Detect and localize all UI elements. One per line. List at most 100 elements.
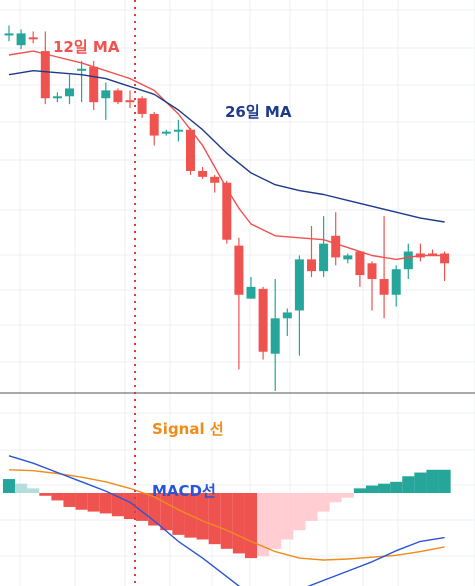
candle — [234, 237, 244, 370]
candle — [186, 127, 195, 175]
candle — [391, 265, 401, 307]
histogram-bar — [232, 493, 245, 554]
histogram-bar — [341, 493, 354, 498]
histogram-bar — [365, 485, 379, 493]
candle — [355, 251, 365, 287]
candle-body — [198, 170, 208, 177]
candle — [65, 74, 74, 105]
histogram-bar — [293, 493, 306, 531]
candle — [379, 216, 389, 319]
candle — [282, 308, 292, 337]
histogram-bar — [27, 488, 40, 493]
candle — [77, 60, 87, 103]
candle-body — [89, 66, 99, 103]
ma12-label: 12일 MA — [53, 38, 120, 56]
histogram-bar — [123, 493, 137, 520]
candle-body — [4, 33, 14, 36]
candle-body — [16, 33, 26, 46]
candle-body — [173, 129, 183, 132]
histogram-bar — [353, 488, 366, 493]
histogram-bar — [51, 493, 64, 501]
candle-body — [343, 255, 353, 260]
ma12-line — [8, 50, 445, 261]
histogram-bar — [281, 493, 294, 540]
candle — [113, 88, 123, 105]
histogram-bar — [208, 493, 221, 545]
histogram-bar — [196, 493, 209, 540]
candle-body — [137, 98, 147, 114]
histogram-bar — [426, 469, 439, 493]
histogram-bar — [402, 476, 415, 493]
candle-body — [282, 312, 292, 319]
signal-label: Signal 선 — [152, 420, 224, 438]
candle — [137, 96, 147, 118]
candle — [210, 174, 220, 193]
histogram-bar — [317, 493, 330, 512]
histogram-bar — [329, 493, 342, 503]
histogram-bar — [63, 493, 76, 507]
candle — [294, 255, 304, 356]
candle — [125, 90, 135, 109]
macd-line — [8, 455, 445, 586]
candle-body — [319, 243, 329, 272]
candle-body — [210, 176, 220, 183]
candle — [52, 92, 62, 103]
histogram-bar — [75, 493, 88, 510]
candle-body — [391, 269, 401, 295]
candle-body — [40, 51, 50, 99]
candle-body — [113, 90, 123, 103]
candle-body — [403, 251, 413, 270]
candle-body — [331, 235, 341, 258]
candle — [40, 31, 50, 105]
histogram-bar — [257, 493, 270, 557]
histogram-bar — [378, 483, 391, 493]
indicator-lines — [8, 50, 445, 586]
macd-histogram — [2, 469, 451, 559]
histogram-bar — [99, 493, 112, 514]
candle — [246, 277, 256, 299]
histogram-bar — [172, 493, 185, 535]
candle-body — [367, 263, 377, 280]
histogram-bar — [136, 493, 149, 521]
candle — [173, 119, 183, 142]
ma26-label: 26일 MA — [225, 103, 292, 121]
histogram-bar — [305, 493, 318, 521]
candle-body — [355, 251, 365, 276]
candlesticks — [4, 25, 450, 392]
candle-body — [379, 279, 389, 295]
candle — [89, 60, 99, 111]
candle-body — [428, 253, 437, 256]
histogram-bar — [39, 493, 52, 496]
candle — [161, 129, 171, 136]
candle-body — [258, 288, 268, 352]
candle — [331, 212, 341, 266]
candle — [101, 82, 111, 120]
candle-body — [186, 129, 195, 171]
candle — [307, 225, 316, 278]
candle — [428, 249, 437, 256]
candle-body — [65, 88, 74, 97]
candle-body — [77, 68, 87, 71]
histogram-bar — [269, 493, 282, 549]
histogram-bar — [15, 483, 28, 493]
candle-body — [270, 318, 280, 354]
candle — [28, 31, 38, 44]
candle — [149, 112, 159, 146]
signal-line — [8, 469, 445, 561]
histogram-bar — [148, 493, 161, 526]
candle — [367, 261, 377, 311]
candle-body — [28, 37, 38, 40]
histogram-bar — [414, 472, 427, 493]
histogram-bar — [244, 493, 258, 559]
histogram-bar — [390, 481, 403, 493]
candle — [343, 253, 353, 264]
candle-body — [101, 90, 111, 99]
histogram-bar — [2, 479, 16, 493]
histogram-bar — [87, 493, 100, 512]
histogram-bar — [438, 469, 451, 493]
candle-body — [307, 259, 316, 272]
histogram-bar — [220, 493, 233, 549]
candle — [270, 279, 280, 392]
candle — [222, 180, 232, 244]
